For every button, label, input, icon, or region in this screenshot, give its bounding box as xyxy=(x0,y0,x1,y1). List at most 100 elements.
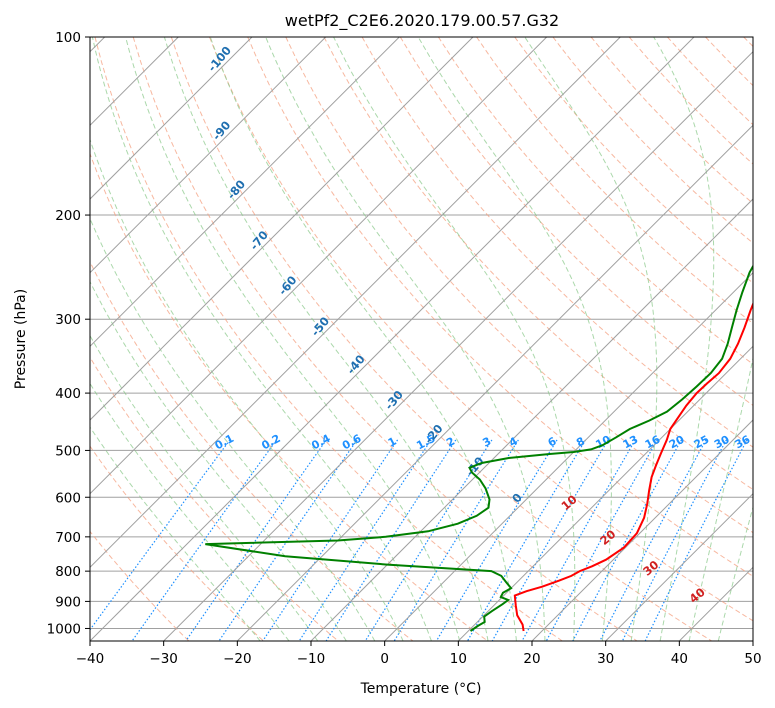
moist-adiabat-label: 40 xyxy=(686,585,707,606)
dry-adiabat xyxy=(132,37,638,641)
mixing-ratio-label: 8 xyxy=(574,435,587,450)
isotherm xyxy=(457,345,753,641)
dry-adiabat xyxy=(552,37,753,244)
dry-adiabat-label: -90 xyxy=(209,118,233,143)
y-tick-label: 700 xyxy=(55,530,81,546)
x-tick-label: 50 xyxy=(744,651,761,667)
moist-adiabat xyxy=(417,37,612,641)
dry-adiabat-label: -60 xyxy=(275,273,299,298)
isotherm xyxy=(90,37,400,348)
plot-frame xyxy=(89,36,754,642)
mixing-ratio-line xyxy=(393,439,519,641)
dry-adiabat xyxy=(399,37,753,407)
mixing-ratio-line xyxy=(298,439,432,641)
dry-adiabat xyxy=(94,37,563,641)
y-tick-label: 300 xyxy=(55,312,81,328)
x-tick-label: 30 xyxy=(597,651,614,667)
moist-adiabat-label: 30 xyxy=(640,558,661,579)
moist-adiabat xyxy=(688,355,753,641)
isotherm xyxy=(531,419,753,641)
mixing-ratio-label: 13 xyxy=(621,433,641,452)
moist-adiabat xyxy=(524,37,658,641)
mixing-ratio-line xyxy=(325,439,457,641)
dry-adiabat-label: -70 xyxy=(247,228,271,253)
temperature-series xyxy=(513,301,753,632)
dry-adiabat xyxy=(285,37,753,534)
y-tick-label: 200 xyxy=(55,208,81,224)
y-axis-label: Pressure (hPa) xyxy=(13,289,29,389)
dry-adiabat xyxy=(437,37,753,365)
moist-adiabat-label: 10 xyxy=(558,492,579,513)
mixing-ratio-label: 16 xyxy=(643,433,663,452)
moist-adiabat xyxy=(653,37,715,641)
dry-adiabat-label: -40 xyxy=(344,352,368,377)
dry-adiabat xyxy=(743,37,753,48)
moist-adiabat-label: 20 xyxy=(597,527,618,548)
mixing-ratio-label: 6 xyxy=(546,434,559,449)
isotherm xyxy=(90,37,474,421)
mixing-ratio-line xyxy=(644,439,748,641)
mixing-ratio-line xyxy=(435,439,558,641)
mixing-ratio-label: 1 xyxy=(386,435,399,450)
isotherm xyxy=(90,37,253,200)
plot-area: 0.1 0.2 0.4 0.6 1 1.5 2 3 4 6 8 10 13 16 20 25 30 36-100-… xyxy=(90,37,753,641)
isotherm xyxy=(678,566,753,641)
moist-adiabat xyxy=(209,37,517,641)
moist-adiabat xyxy=(125,37,461,641)
mixing-ratio-line xyxy=(599,439,707,641)
mixing-ratio-line xyxy=(90,439,231,631)
isotherm xyxy=(752,640,753,641)
x-tick-label: −40 xyxy=(76,651,105,667)
isotherm xyxy=(384,271,753,641)
moist-adiabat xyxy=(91,37,432,641)
isotherm xyxy=(90,37,621,569)
y-tick-label: 900 xyxy=(55,594,81,610)
x-tick-label: 40 xyxy=(671,651,688,667)
isobar-gridlines xyxy=(90,37,753,629)
isotherm-gridlines xyxy=(90,37,753,641)
x-tick-label: −30 xyxy=(149,651,178,667)
moist-adiabat xyxy=(90,138,404,641)
moist-adiabat xyxy=(163,37,489,641)
x-tick-label: 20 xyxy=(523,651,540,667)
mixing-ratio-line xyxy=(185,439,327,641)
x-tick-label: 0 xyxy=(380,651,389,667)
dry-adiabat xyxy=(90,445,264,641)
y-tick-label: 400 xyxy=(55,386,81,402)
moist-adiabat xyxy=(90,280,347,641)
moist-adiabat xyxy=(717,505,753,641)
mixing-ratio-line xyxy=(131,439,278,641)
isotherm xyxy=(90,37,548,495)
x-tick-label: 10 xyxy=(450,651,467,667)
mixing-ratio-label: 0.2 xyxy=(259,432,282,453)
dry-adiabat xyxy=(90,530,190,641)
mixing-ratio-line xyxy=(621,439,727,641)
mixing-ratio-label: 30 xyxy=(712,433,732,452)
mixing-ratio-label: 20 xyxy=(667,433,687,452)
dry-adiabat-label: -30 xyxy=(382,388,406,413)
moist-adiabats xyxy=(90,37,753,641)
isotherm xyxy=(90,37,695,641)
profile-series xyxy=(205,264,753,632)
isotherm xyxy=(163,50,753,641)
x-axis: −40 −30 −20 −10 0 10 20 30 40 50 xyxy=(76,641,762,667)
dry-adiabat xyxy=(90,152,488,641)
mixing-ratio-line xyxy=(545,439,658,641)
mixing-ratio-label: 2 xyxy=(444,435,457,450)
dry-adiabat xyxy=(323,37,753,491)
mixing-ratio-label: 4 xyxy=(507,434,520,449)
dewpoint-series xyxy=(205,264,753,632)
y-axis: 100 200 300 400 500 600 700 800 900 1000 xyxy=(47,30,90,637)
dry-adiabat xyxy=(514,37,753,284)
y-tick-label: 1000 xyxy=(47,621,81,637)
isotherm xyxy=(605,492,753,641)
mixing-ratio-label: 25 xyxy=(692,433,712,452)
y-tick-label: 800 xyxy=(55,564,81,580)
dry-adiabat xyxy=(667,37,753,126)
mixing-ratio-line xyxy=(572,439,682,641)
moist-adiabat xyxy=(90,217,376,641)
dry-adiabat xyxy=(209,37,753,622)
moist-adiabat xyxy=(265,37,546,641)
mixing-ratio-line xyxy=(521,439,636,641)
